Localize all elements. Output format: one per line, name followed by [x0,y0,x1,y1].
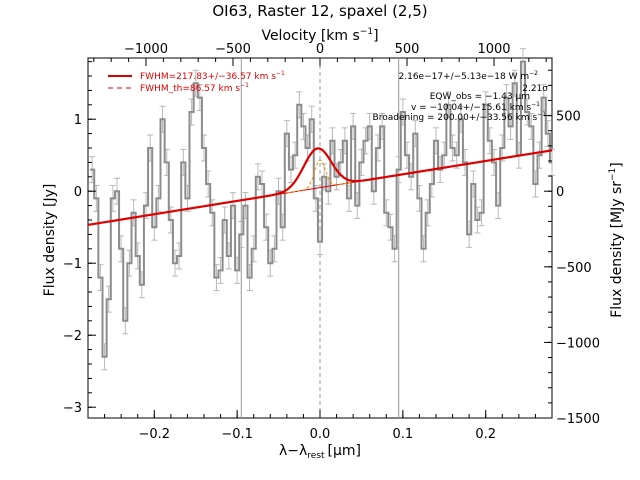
fit-lines [87,147,553,226]
top-tick-label: 500 [395,42,420,57]
annotation-flux: 2.16e−17+/−5.13e−18 W m−2 [399,70,539,82]
y-tick-label: −2 [63,329,82,344]
top-tick-label: −500 [215,42,251,57]
x-tick-label: 0.2 [475,427,496,442]
top-tick-label: 1000 [477,42,510,57]
top-axis-label-sup: −1 [360,27,373,37]
data-series [90,60,552,358]
top-axis-label-end: ] [373,28,378,44]
legend: FWHM=217.83+/−36.57 km s−1 FWHM_th=86.57… [108,70,285,94]
y-axis-label: Flux density [Jy] [42,184,58,297]
x-axis-label-subscript: rest [307,451,325,461]
annotation-velocity: v = −10.04+/−15.61 km s−1 [411,101,540,113]
chart-title: OI63, Raster 12, spaxel (2,5) [212,2,427,20]
right-y-axis-label-end: ] [609,162,625,167]
right-tick-label: −1500 [556,412,600,427]
x-tick-label: −0.1 [221,427,253,442]
legend-entry-fwhm: FWHM=217.83+/−36.57 km s−1 [140,70,285,82]
y-tick-label: 0 [74,185,82,200]
x-axis-label: λ−λrest [μm] [279,443,361,461]
y-tick-label: 1 [74,113,82,128]
legend-entry-fwhm-sup: −1 [276,70,285,77]
gaussian-fit-line [87,147,553,226]
annotation-velocity-sup: −1 [531,101,540,108]
annotation-broadening-sup: −1 [537,111,546,118]
annotation-broadening: Broadening = 200.00+/−33.56 km s−1 [373,111,547,123]
top-axis-ticks: −1000 −500 0 500 1000 [93,42,547,66]
y-tick-label: −1 [63,257,82,272]
x-axis-ticks: −0.2 −0.1 0.0 0.1 0.2 [87,410,553,442]
legend-entry-fwhm-th: FWHM_th=86.57 km s−1 [140,82,249,94]
annotation-eqw: EQW_obs = −1.43 μm [430,92,530,102]
top-axis-label: Velocity [km s−1] [261,27,378,44]
right-y-axis-label: Flux density [MJy sr−1] [608,162,625,318]
right-tick-label: 500 [556,110,581,125]
top-tick-label: 0 [316,42,324,57]
annotation-sigma: 2.21σ [522,84,548,94]
x-tick-label: 0.0 [310,427,331,442]
thermal-fit-line [287,159,353,194]
spectrum-line [90,60,552,358]
right-tick-label: 0 [556,185,564,200]
x-tick-label: −0.2 [138,427,170,442]
top-tick-label: −1000 [124,42,168,57]
annotations: 2.16e−17+/−5.13e−18 W m−2 2.21σ EQW_obs … [373,70,549,123]
legend-entry-fwhm-th-sup: −1 [240,82,249,89]
right-y-axis-label-sup: −1 [608,168,618,181]
right-axis-ticks: −1500 −1000 −500 0 500 [544,69,600,427]
right-tick-label: −1000 [556,336,600,351]
y-axis-ticks: −3 −2 −1 0 1 [63,61,96,416]
annotation-flux-sup: −2 [529,70,538,77]
right-tick-label: −500 [556,261,592,276]
x-axis-label-unit: [μm] [328,443,361,459]
x-tick-label: 0.1 [393,427,414,442]
y-tick-label: −3 [63,401,82,416]
